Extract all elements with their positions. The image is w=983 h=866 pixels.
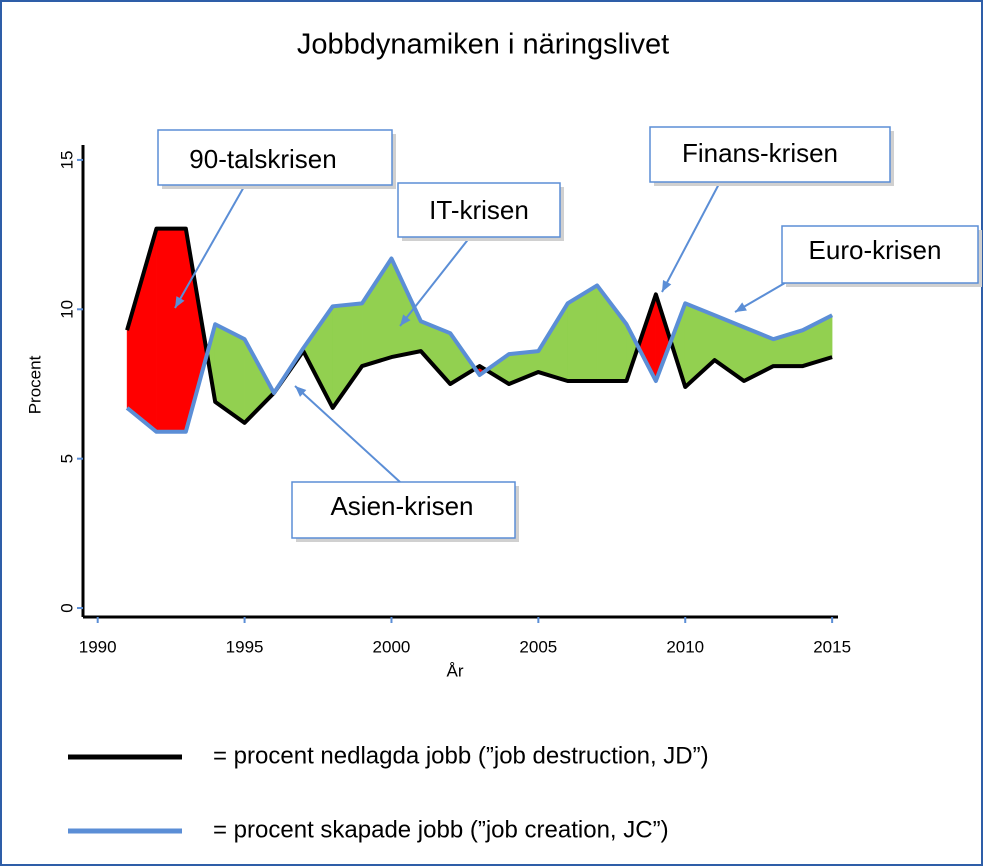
series-line	[125, 256, 834, 434]
annotation-box	[781, 225, 979, 284]
legend: = procent nedlagda jobb (”job destructio…	[68, 742, 709, 843]
fill-layer	[126, 228, 833, 433]
annotation-text: Asien-krisen	[330, 491, 473, 521]
x-tick-label: 2005	[519, 637, 557, 656]
annotations: 90-talskrisen IT-krisen Finans-krisen Euro-…	[157, 126, 982, 542]
y-tick-label: 15	[57, 150, 76, 169]
x-tick-label: 1990	[79, 637, 117, 656]
annotation-text: Euro-krisen	[809, 235, 942, 265]
annotation-arrow	[294, 385, 401, 483]
x-axis-label: År	[447, 661, 464, 680]
annotation-arrow	[399, 236, 471, 327]
legend-label: = procent nedlagda jobb (”job destructio…	[213, 742, 709, 769]
x-tick-label: 2000	[373, 637, 411, 656]
annotation-arrowhead	[295, 386, 307, 397]
annotation-arrow	[661, 181, 721, 293]
annotation-arrow	[174, 184, 246, 309]
x-tick-label: 2010	[666, 637, 704, 656]
axes: 0 5 10 15 1990 1995 2000 2005 2010 2015	[57, 145, 851, 656]
annotation-arrowhead	[175, 296, 185, 308]
legend-label: = procent skapade jobb (”job creation, J…	[213, 816, 669, 843]
chart-title: Jobbdynamiken i näringslivet	[297, 29, 669, 61]
annotation-arrowhead	[662, 280, 672, 292]
x-tick-label: 2015	[813, 637, 851, 656]
annotation-arrowhead	[735, 302, 747, 312]
line-layer	[125, 226, 834, 434]
annotation-box	[291, 481, 516, 539]
annotation-box	[397, 182, 561, 238]
y-tick-label: 10	[57, 300, 76, 319]
annotation-text: 90-talskrisen	[189, 144, 336, 174]
y-tick-label: 0	[57, 603, 76, 612]
fill-segment	[156, 228, 187, 433]
x-tick-label: 1995	[226, 637, 264, 656]
y-axis-label: Procent	[25, 355, 44, 414]
y-tick-label: 5	[57, 454, 76, 463]
annotation-box	[649, 126, 891, 183]
annotation-box	[157, 129, 393, 186]
annotation-text: IT-krisen	[429, 195, 529, 225]
series-line	[125, 226, 833, 425]
annotation-text: Finans-krisen	[682, 138, 838, 168]
annotation-arrowhead	[400, 314, 411, 326]
